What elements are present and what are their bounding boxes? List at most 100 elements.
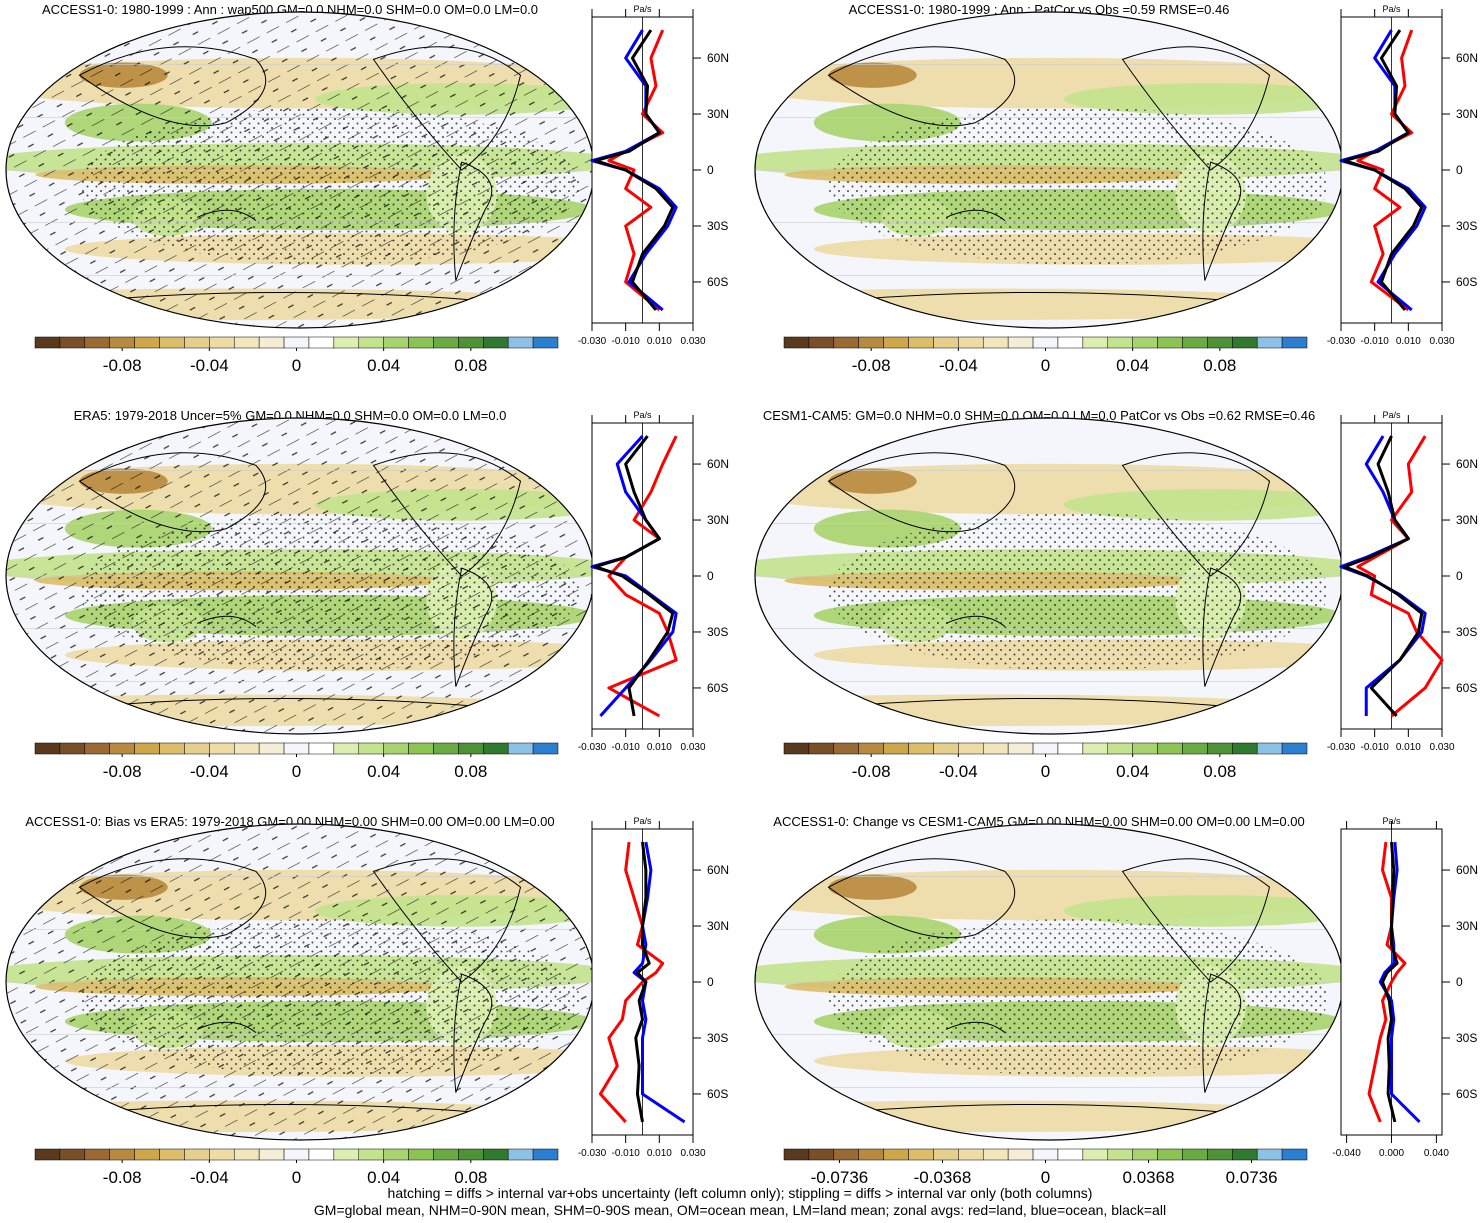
colorbar-box bbox=[883, 742, 909, 755]
map-region bbox=[1063, 489, 1343, 521]
colorbar-label: -0.04 bbox=[939, 762, 978, 781]
colorbar-box bbox=[408, 742, 434, 755]
colorbar-box bbox=[1007, 336, 1034, 349]
colorbar-box bbox=[982, 742, 1009, 755]
colorbar-box bbox=[1207, 336, 1233, 349]
colorbar-box bbox=[209, 1148, 235, 1161]
colorbar-box bbox=[1057, 336, 1084, 349]
colorbar-box bbox=[1256, 742, 1283, 755]
colorbar-box bbox=[1057, 742, 1084, 755]
x-tick-label: 0.010 bbox=[647, 742, 672, 753]
colorbar-box bbox=[1057, 1148, 1084, 1161]
colorbar-box bbox=[1082, 1148, 1109, 1161]
coastline bbox=[945, 209, 1006, 221]
colorbar-label: -0.04 bbox=[190, 1168, 229, 1187]
coastline bbox=[453, 567, 493, 687]
x-tick-label: -0.010 bbox=[611, 742, 640, 753]
colorbar-box bbox=[159, 1148, 185, 1161]
zonal-line bbox=[593, 435, 675, 717]
colorbar-label: 0.04 bbox=[367, 762, 400, 781]
colorbar-box bbox=[1182, 1148, 1208, 1161]
colorbar-box bbox=[483, 336, 509, 349]
colorbar-box bbox=[908, 742, 934, 755]
colorbar-box bbox=[184, 742, 210, 755]
zonal-line bbox=[1356, 29, 1414, 312]
zonal-line bbox=[634, 841, 651, 1123]
colorbar-label: 0 bbox=[1041, 356, 1050, 375]
y-tick-label: 60N bbox=[707, 51, 729, 65]
colorbar-box bbox=[358, 742, 384, 755]
x-axis-label: Pa/s bbox=[633, 4, 652, 14]
colorbar-box bbox=[283, 1148, 310, 1161]
colorbar-box bbox=[982, 336, 1009, 349]
colorbar-box bbox=[858, 1148, 884, 1161]
map-region bbox=[1063, 83, 1343, 115]
y-tick-label: 30S bbox=[1456, 625, 1477, 639]
y-tick-label: 60S bbox=[707, 1087, 728, 1101]
colorbar-box bbox=[1157, 1148, 1183, 1161]
map bbox=[6, 418, 594, 734]
colorbar-box bbox=[532, 1148, 559, 1161]
coastline bbox=[1202, 161, 1242, 281]
colorbar-box bbox=[159, 742, 185, 755]
colorbar-box bbox=[333, 742, 360, 755]
colorbar-label: -0.08 bbox=[852, 356, 891, 375]
colorbar-box bbox=[1281, 1148, 1308, 1161]
colorbar-box bbox=[209, 742, 235, 755]
colorbar-box bbox=[333, 336, 360, 349]
colorbar-label: 0.0736 bbox=[1226, 1168, 1278, 1187]
coastline bbox=[945, 1021, 1006, 1033]
colorbar-label: 0 bbox=[1041, 1168, 1050, 1187]
colorbar-box bbox=[433, 742, 459, 755]
map bbox=[755, 418, 1343, 734]
coastline bbox=[453, 973, 493, 1093]
coastline bbox=[78, 858, 267, 939]
x-tick-label: 0.010 bbox=[647, 336, 672, 347]
colorbar-box bbox=[1107, 336, 1133, 349]
colorbar-label: 0.08 bbox=[454, 1168, 487, 1187]
colorbar-box bbox=[1207, 1148, 1233, 1161]
colorbar-box bbox=[34, 1148, 61, 1161]
y-tick-label: 60S bbox=[707, 275, 728, 289]
y-tick-label: 60N bbox=[1456, 51, 1478, 65]
colorbar-box bbox=[59, 742, 86, 755]
colorbar-label: -0.0736 bbox=[811, 1168, 869, 1187]
colorbar-box bbox=[1032, 336, 1059, 349]
x-tick-label: -0.030 bbox=[578, 1148, 607, 1159]
colorbar-label: 0 bbox=[292, 762, 301, 781]
x-tick-label: -0.040 bbox=[1332, 1148, 1361, 1159]
coastline bbox=[1121, 452, 1271, 577]
colorbar-box bbox=[1182, 742, 1208, 755]
x-tick-label: 0.030 bbox=[1429, 742, 1454, 753]
map-region bbox=[1063, 895, 1343, 927]
colorbar-box bbox=[1032, 1148, 1059, 1161]
colorbar-box bbox=[507, 742, 534, 755]
colorbar-box bbox=[308, 742, 335, 755]
x-tick-label: 0.040 bbox=[1424, 1148, 1449, 1159]
colorbar-label: 0 bbox=[292, 356, 301, 375]
colorbar-box bbox=[958, 336, 984, 349]
colorbar-label: 0.08 bbox=[454, 762, 487, 781]
y-tick-label: 60N bbox=[1456, 457, 1478, 471]
y-tick-label: 60S bbox=[707, 681, 728, 695]
colorbar-box bbox=[134, 1148, 160, 1161]
map-region bbox=[828, 874, 917, 900]
colorbar-box bbox=[1007, 1148, 1034, 1161]
colorbar-box bbox=[1207, 742, 1233, 755]
colorbar-box bbox=[783, 1148, 810, 1161]
colorbar-label: 0.08 bbox=[1203, 356, 1236, 375]
panel-title: ACCESS1-0: Change vs CESM1-CAM5 GM=0.00 … bbox=[773, 814, 1304, 829]
colorbar-box bbox=[958, 742, 984, 755]
colorbar-box bbox=[258, 336, 285, 349]
coastline bbox=[78, 452, 267, 533]
y-tick-label: 30S bbox=[707, 219, 728, 233]
colorbar-box bbox=[283, 336, 310, 349]
coastline bbox=[1121, 858, 1271, 983]
coastline bbox=[1121, 46, 1271, 171]
y-tick-label: 30N bbox=[707, 107, 729, 121]
colorbar-label: 0.0368 bbox=[1123, 1168, 1175, 1187]
x-tick-label: 0.010 bbox=[1396, 336, 1421, 347]
x-axis-label: Pa/s bbox=[1382, 4, 1401, 14]
colorbar-box bbox=[408, 1148, 434, 1161]
colorbar-box bbox=[433, 1148, 459, 1161]
